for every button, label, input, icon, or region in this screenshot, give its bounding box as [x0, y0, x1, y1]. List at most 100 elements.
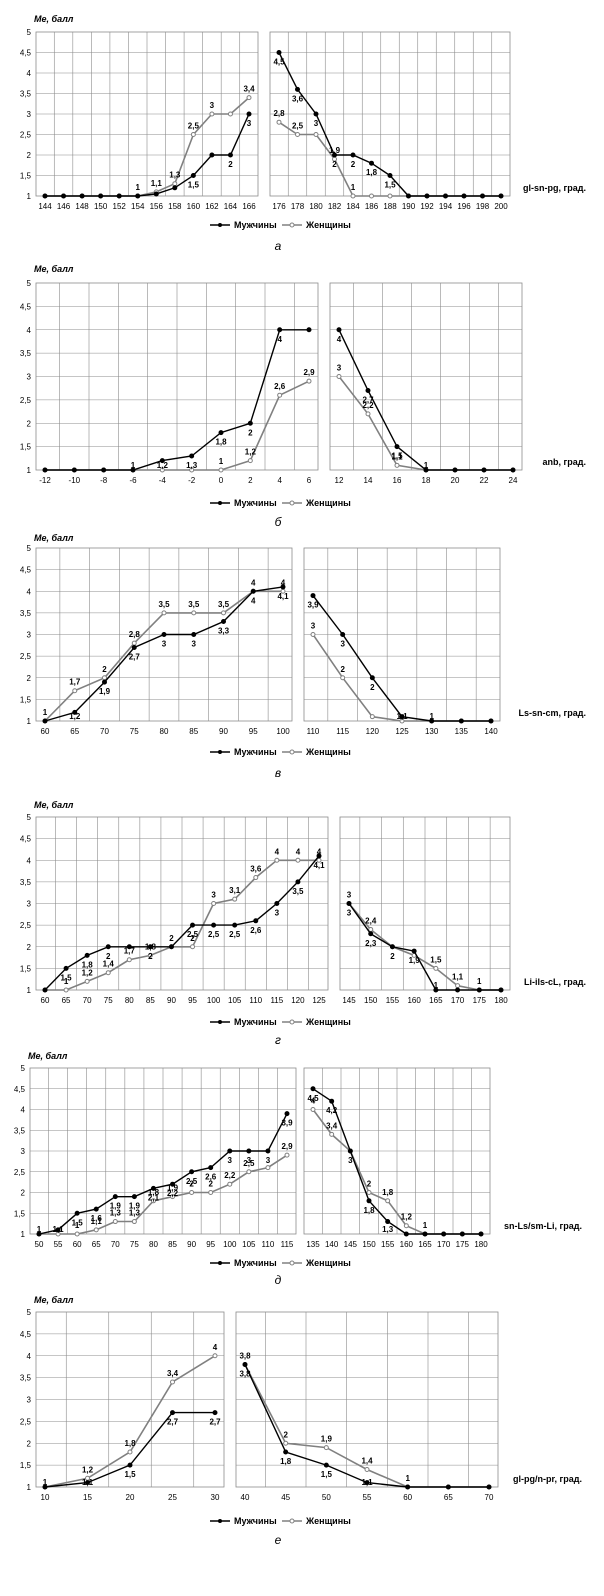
point-men [458, 718, 464, 724]
point-men [346, 901, 352, 906]
x-tick-label: -8 [100, 476, 108, 485]
x-tick-label: 194 [439, 202, 453, 211]
panel-1: 60 65 70 75 80 85 90 95 100 1,2 1,9 2,7 3 3 3,3 4 4,1 1 1,… [35, 547, 293, 736]
data-label-men: 3,8 [239, 1370, 251, 1379]
legend-marker-men [218, 223, 222, 227]
data-label-men: 1,8 [82, 960, 94, 969]
data-label-men: 4,2 [326, 1106, 338, 1115]
data-label-men: 1,9 [99, 687, 111, 696]
x-tick-label: 65 [444, 1493, 453, 1502]
x-tick-label: 20 [451, 476, 460, 485]
data-label-women: 3,4 [243, 85, 255, 94]
y-tick-label: 5 [27, 279, 32, 288]
point-men [63, 965, 69, 971]
x-tick-label: 170 [437, 1240, 451, 1249]
point-men [488, 718, 494, 724]
point-men [93, 1206, 99, 1212]
x-tick-label: 55 [363, 1493, 372, 1502]
point-men [246, 1148, 252, 1154]
data-label-men: 1,1 [396, 712, 408, 721]
x-tick-label: 165 [418, 1240, 432, 1249]
point-men [366, 1198, 372, 1204]
point-men [105, 944, 111, 950]
point-men [168, 944, 174, 950]
data-label-men: 3 [314, 119, 319, 128]
x-tick-label: 160 [407, 996, 421, 1005]
data-label-women: 3,5 [158, 600, 170, 609]
figure-caption: а [275, 239, 282, 253]
data-label-women: 2,4 [365, 916, 377, 925]
y-tick-label: 4,5 [20, 566, 32, 575]
x-tick-label: 150 [362, 1240, 376, 1249]
point-men [459, 1231, 465, 1237]
y-tick-label: 3,5 [20, 1374, 32, 1383]
legend-marker-women [289, 1019, 295, 1025]
point-men [227, 152, 233, 158]
panel-2: 135 140 145 150 155 160 165 170 175 180 4,5 4,2 3 1,8… [303, 1067, 491, 1249]
y-tick-label: 1 [27, 986, 32, 995]
data-label-men: 4 [251, 596, 256, 605]
point-men [424, 193, 430, 199]
point-women [170, 1379, 175, 1385]
point-men [389, 944, 395, 950]
x-tick-label: 145 [342, 996, 356, 1005]
data-label-women: 4 [311, 1097, 316, 1106]
point-women [323, 1445, 329, 1451]
x-tick-label: 188 [383, 202, 397, 211]
x-tick-label: 55 [54, 1240, 63, 1249]
point-women [189, 467, 195, 473]
x-tick-label: 140 [484, 727, 498, 736]
point-men [102, 679, 107, 685]
data-label-men: 2,1 [148, 1193, 160, 1202]
x-tick-label: 85 [168, 1240, 177, 1249]
data-label-women: 2,8 [129, 630, 141, 639]
point-women [365, 411, 371, 417]
x-tick-label: 190 [402, 202, 416, 211]
point-women [93, 1227, 99, 1233]
x-tick-label: 18 [422, 476, 431, 485]
point-women [150, 1198, 156, 1204]
y-tick-label: 2,5 [20, 652, 32, 661]
point-men [368, 931, 374, 937]
point-men [350, 152, 356, 158]
x-tick-label: 14 [364, 476, 373, 485]
data-label-women: 1 [75, 1221, 80, 1230]
data-label-men: 2 [351, 160, 356, 169]
data-label-women: 1,9 [321, 1435, 333, 1444]
data-label-women: 4 [281, 578, 286, 587]
x-axis-label: sn-Ls/sm-Li, град. [504, 1221, 582, 1231]
y-tick-label: 5 [27, 28, 32, 37]
point-women [284, 1152, 290, 1158]
point-women [385, 1198, 391, 1204]
point-women [369, 714, 375, 720]
point-men [423, 467, 429, 473]
point-men [433, 987, 439, 993]
y-tick-label: 2,5 [20, 921, 32, 930]
data-label-men: 1,8 [366, 168, 378, 177]
x-tick-label: -10 [69, 476, 81, 485]
legend-label-men: Мужчины [234, 1516, 277, 1526]
y-tick-label: 1 [27, 192, 32, 201]
x-tick-label: 24 [509, 476, 518, 485]
x-tick-label: 22 [480, 476, 489, 485]
legend-label-women: Женщины [305, 1017, 351, 1027]
data-label-women: 2 [208, 1180, 213, 1189]
x-tick-label: 80 [149, 1240, 158, 1249]
point-women [253, 875, 259, 881]
panel-2: 12 14 16 18 20 22 24 4 2,7 1,5 1 3 2,2 1,1 [329, 282, 523, 485]
point-women [147, 952, 153, 958]
x-tick-label: 2 [248, 476, 253, 485]
data-label-women: 3 [311, 622, 316, 631]
point-men [98, 193, 104, 199]
y-tick-label: 5 [27, 1308, 32, 1317]
point-men [42, 193, 48, 199]
x-tick-label: 75 [130, 1240, 139, 1249]
data-label-men: 1,1 [82, 1478, 94, 1487]
data-label-women: 1,8 [382, 1188, 394, 1197]
point-women [72, 688, 78, 694]
x-tick-label: 175 [473, 996, 487, 1005]
x-tick-label: -6 [129, 476, 137, 485]
data-label-women: 1,1 [151, 179, 163, 188]
point-men [403, 1231, 409, 1237]
x-tick-label: 198 [476, 202, 490, 211]
